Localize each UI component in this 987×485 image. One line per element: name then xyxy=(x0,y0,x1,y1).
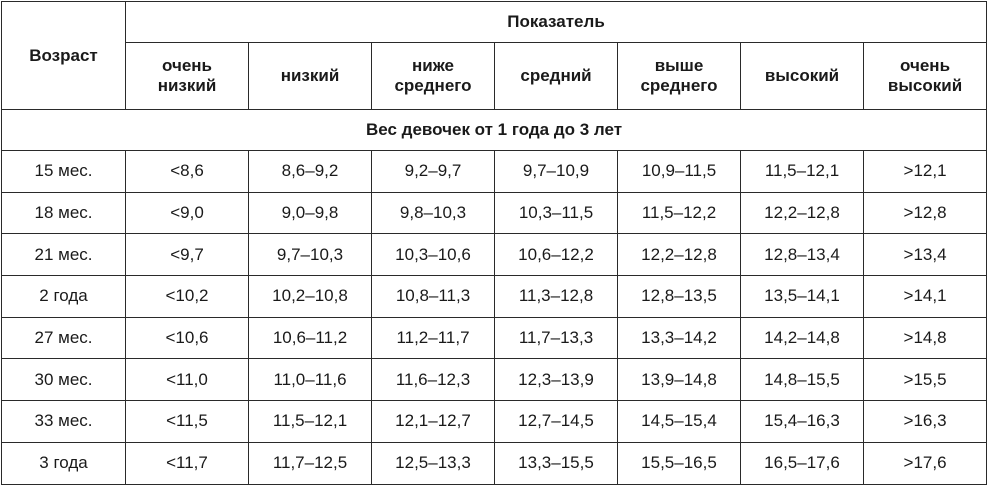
value-cell: 14,8–15,5 xyxy=(740,358,864,402)
column-header: низкий xyxy=(248,42,372,110)
age-cell: 2 года xyxy=(1,275,126,318)
value-cell: 9,2–9,7 xyxy=(371,150,495,193)
value-cell: 13,3–14,2 xyxy=(617,316,741,360)
value-cell: 12,8–13,4 xyxy=(740,233,864,277)
value-cell: 14,2–14,8 xyxy=(740,316,864,360)
header-row-2: очень низкий низкий ниже среднего средний выше… xyxy=(2,42,987,110)
value-cell: 12,2–12,8 xyxy=(740,191,864,235)
value-cell: 15,4–16,3 xyxy=(740,400,864,443)
value-cell: 12,1–12,7 xyxy=(371,400,495,443)
column-header-line: среднего xyxy=(394,76,472,95)
value-cell: <9,7 xyxy=(125,233,249,277)
value-cell: 11,0–11,6 xyxy=(248,358,372,402)
value-cell: 13,5–14,1 xyxy=(740,275,864,318)
value-cell: 10,3–10,6 xyxy=(371,233,495,277)
value-cell: <9,0 xyxy=(125,191,249,235)
value-cell: 11,2–11,7 xyxy=(371,316,495,360)
value-cell: 12,2–12,8 xyxy=(617,233,741,277)
table-row: 30 мес. <11,0 11,0–11,6 11,6–12,3 12,3–13,9 1… xyxy=(1,358,987,402)
value-cell: 11,5–12,1 xyxy=(740,150,864,193)
value-cell: >17,6 xyxy=(862,441,987,485)
column-header-line: очень xyxy=(900,56,951,75)
value-cell: 10,8–11,3 xyxy=(371,275,495,318)
column-header-line: выше xyxy=(654,56,704,75)
value-cell: <8,6 xyxy=(125,150,249,193)
value-cell: 11,7–12,5 xyxy=(248,441,372,485)
value-cell: 11,5–12,1 xyxy=(248,400,372,443)
value-cell: 9,0–9,8 xyxy=(248,191,372,235)
value-cell: >14,8 xyxy=(862,316,987,360)
value-cell: <11,0 xyxy=(125,358,249,402)
section-row: Вес девочек от 1 года до 3 лет xyxy=(0,109,987,151)
value-cell: 14,5–15,4 xyxy=(617,400,741,443)
value-cell: 8,6–9,2 xyxy=(248,150,372,193)
column-header: выше среднего xyxy=(617,42,741,110)
value-cell: 11,6–12,3 xyxy=(371,358,495,402)
age-cell: 27 мес. xyxy=(1,316,126,360)
value-cell: 13,3–15,5 xyxy=(494,441,618,485)
value-cell: 16,5–17,6 xyxy=(740,441,864,485)
section-title: Вес девочек от 1 года до 3 лет xyxy=(0,109,987,151)
indicator-header: Показатель xyxy=(124,1,987,43)
table-row: 21 мес. <9,7 9,7–10,3 10,3–10,6 10,6–12,2 12,… xyxy=(1,233,987,277)
age-cell: 21 мес. xyxy=(1,233,126,277)
column-header-line: высокий xyxy=(764,66,840,85)
column-header: высокий xyxy=(740,42,864,110)
column-header: ниже среднего xyxy=(371,42,495,110)
column-header: средний xyxy=(494,42,618,110)
column-header-line: очень xyxy=(161,56,212,75)
value-cell: 9,7–10,3 xyxy=(248,233,372,277)
column-header: очень низкий xyxy=(125,42,249,110)
column-header-line: низкий xyxy=(280,66,340,85)
value-cell: 12,5–13,3 xyxy=(371,441,495,485)
age-cell: 3 года xyxy=(1,441,126,485)
column-header-line: ниже xyxy=(411,56,454,75)
value-cell: 12,8–13,5 xyxy=(617,275,741,318)
table-row: 3 года <11,7 11,7–12,5 12,5–13,3 13,3–15,5 15… xyxy=(1,441,987,485)
value-cell: 9,7–10,9 xyxy=(494,150,618,193)
age-cell: 18 мес. xyxy=(1,191,126,235)
column-header-line: низкий xyxy=(157,76,217,95)
age-cell: 33 мес. xyxy=(1,400,126,443)
value-cell: >16,3 xyxy=(862,400,987,443)
value-cell: 9,8–10,3 xyxy=(371,191,495,235)
age-cell: 15 мес. xyxy=(1,150,126,193)
age-header: Возраст xyxy=(1,1,126,110)
value-cell: 11,5–12,2 xyxy=(617,191,741,235)
value-cell: 11,3–12,8 xyxy=(494,275,618,318)
column-header-line: высокий xyxy=(887,76,963,95)
table-body: Вес девочек от 1 года до 3 лет 15 мес. <8… xyxy=(0,109,987,485)
value-cell: 12,7–14,5 xyxy=(494,400,618,443)
value-cell: <10,2 xyxy=(125,275,249,318)
value-cell: 10,3–11,5 xyxy=(494,191,618,235)
value-cell: >13,4 xyxy=(862,233,987,277)
value-cell: >14,1 xyxy=(862,275,987,318)
value-cell: >12,8 xyxy=(862,191,987,235)
value-cell: <10,6 xyxy=(125,316,249,360)
value-cell: 13,9–14,8 xyxy=(617,358,741,402)
value-cell: 10,2–10,8 xyxy=(248,275,372,318)
header-row-1: Возраст Показатель xyxy=(1,1,987,110)
table-row: 18 мес. <9,0 9,0–9,8 9,8–10,3 10,3–11,5 11,5–… xyxy=(1,191,987,235)
value-cell: 12,3–13,9 xyxy=(494,358,618,402)
column-header: очень высокий xyxy=(862,42,987,110)
value-cell: 15,5–16,5 xyxy=(617,441,741,485)
age-cell: 30 мес. xyxy=(1,358,126,402)
value-cell: 11,7–13,3 xyxy=(494,316,618,360)
value-cell: 10,6–11,2 xyxy=(248,316,372,360)
value-cell: 10,6–12,2 xyxy=(494,233,618,277)
table-row: 33 мес. <11,5 11,5–12,1 12,1–12,7 12,7–14,5 1… xyxy=(1,400,987,443)
table-row: 27 мес. <10,6 10,6–11,2 11,2–11,7 11,7–13,3 1… xyxy=(1,316,987,360)
table-row: 2 года <10,2 10,2–10,8 10,8–11,3 11,3–12,8 12… xyxy=(1,275,987,318)
column-header-line: средний xyxy=(520,66,592,85)
value-cell: >12,1 xyxy=(862,150,987,193)
value-cell: <11,5 xyxy=(125,400,249,443)
value-cell: <11,7 xyxy=(125,441,249,485)
value-cell: >15,5 xyxy=(862,358,987,402)
column-header-line: среднего xyxy=(640,76,718,95)
table-row: 15 мес. <8,6 8,6–9,2 9,2–9,7 9,7–10,9 10,9–11… xyxy=(1,150,987,193)
value-cell: 10,9–11,5 xyxy=(617,150,741,193)
